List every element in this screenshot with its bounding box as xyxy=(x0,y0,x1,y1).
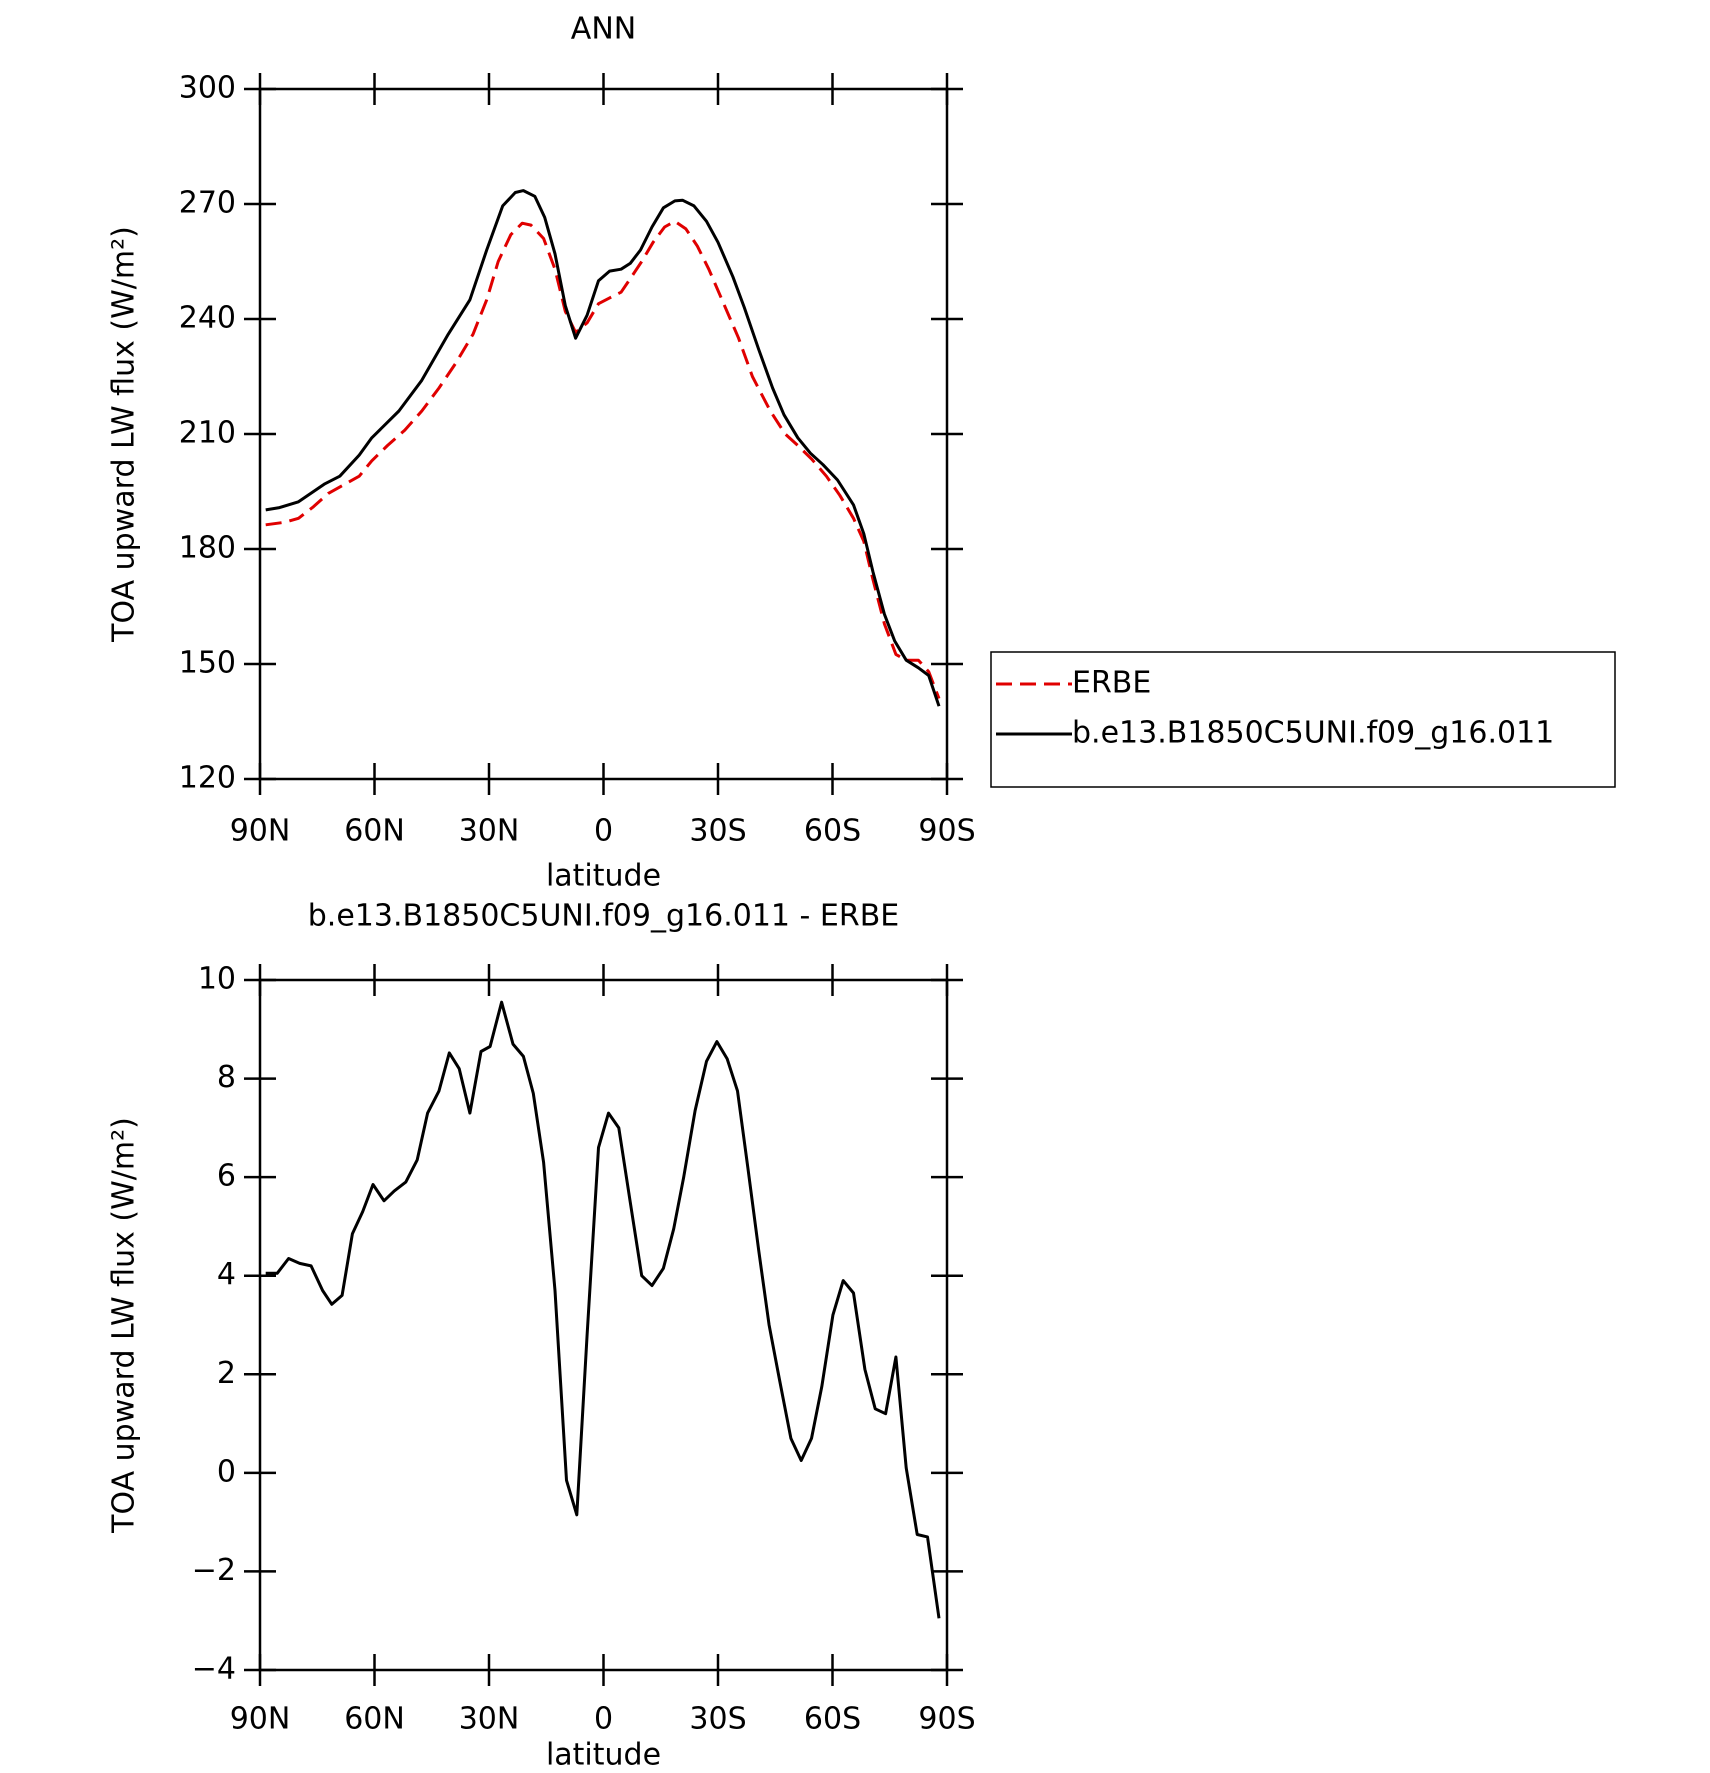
x-tick-label: 90N xyxy=(230,1702,291,1737)
x-tick-label: 90S xyxy=(918,1702,975,1737)
plot-frame xyxy=(258,87,949,781)
x-tick-label: 30N xyxy=(459,814,520,849)
y-tick-label: 2 xyxy=(217,1356,236,1391)
y-tick-label: 6 xyxy=(217,1159,236,1194)
x-tick-label: 30S xyxy=(689,1702,746,1737)
y-axis-label: TOA upward LW flux (W/m²) xyxy=(107,1117,142,1534)
y-tick-label: 4 xyxy=(217,1257,236,1292)
y-tick-label: 0 xyxy=(217,1454,236,1489)
y-tick-label: 8 xyxy=(217,1060,236,1095)
x-tick-label: 60S xyxy=(804,814,861,849)
x-tick-label: 90S xyxy=(918,814,975,849)
data-line xyxy=(265,189,941,707)
legend-label: b.e13.B1850C5UNI.f09_g16.011 xyxy=(1072,716,1554,751)
x-tick-label: 90N xyxy=(230,814,291,849)
legend-box xyxy=(990,651,1616,788)
x-tick-label: 60S xyxy=(804,1702,861,1737)
chart-title: b.e13.B1850C5UNI.f09_g16.011 - ERBE xyxy=(308,899,899,934)
y-axis-label: TOA upward LW flux (W/m²) xyxy=(107,226,142,643)
y-tick-label: −4 xyxy=(192,1652,236,1687)
data-line xyxy=(265,1000,941,1619)
y-tick-label: 240 xyxy=(179,301,236,336)
y-tick-label: 150 xyxy=(179,646,236,681)
y-tick-label: 270 xyxy=(179,186,236,221)
data-line xyxy=(265,219,941,700)
x-tick-label: 30S xyxy=(689,814,746,849)
x-axis-label: latitude xyxy=(546,859,661,894)
x-tick-label: 0 xyxy=(594,814,613,849)
y-tick-label: 210 xyxy=(179,416,236,451)
x-tick-label: 30N xyxy=(459,1702,520,1737)
legend-label: ERBE xyxy=(1072,666,1151,701)
y-tick-label: −2 xyxy=(192,1553,236,1588)
plot-frame xyxy=(258,978,949,1672)
y-tick-label: 120 xyxy=(179,761,236,796)
y-tick-label: 180 xyxy=(179,531,236,566)
x-axis-label: latitude xyxy=(546,1738,661,1773)
chart-title: ANN xyxy=(571,12,636,47)
x-tick-label: 0 xyxy=(594,1702,613,1737)
y-tick-label: 10 xyxy=(198,962,236,997)
x-tick-label: 60N xyxy=(344,814,405,849)
y-tick-label: 300 xyxy=(179,71,236,106)
x-tick-label: 60N xyxy=(344,1702,405,1737)
